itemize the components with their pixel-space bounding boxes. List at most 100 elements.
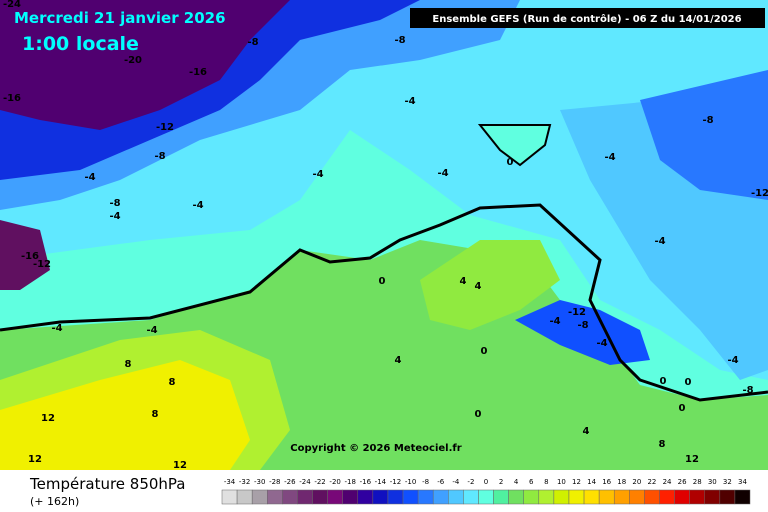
contour-label: 12 [173, 460, 187, 471]
legend-label: -8 [422, 478, 429, 486]
contour-label: -12 [568, 307, 586, 318]
legend-swatch [387, 489, 404, 505]
contour-label: -8 [394, 35, 405, 46]
zone-alps [515, 300, 650, 365]
legend-label: -22 [314, 478, 325, 486]
legend-swatch [734, 489, 751, 505]
contour-label: 12 [685, 454, 699, 465]
contour-label: -16 [189, 67, 207, 78]
contour-label: -8 [577, 320, 588, 331]
contour-label: -8 [742, 385, 753, 396]
legend-label: -34 [224, 478, 236, 486]
contour-label: -4 [596, 338, 607, 349]
legend-label: 26 [678, 478, 687, 486]
legend-swatch [689, 489, 705, 505]
copyright: Copyright © 2026 Meteociel.fr [290, 443, 461, 454]
legend-label: 32 [723, 478, 732, 486]
legend-swatch [251, 489, 268, 505]
legend-swatch [236, 489, 253, 505]
legend-swatch [598, 489, 615, 505]
legend-label: 10 [557, 478, 566, 486]
contour-label: 0 [481, 346, 488, 357]
contour-label: -4 [727, 355, 738, 366]
zero-isotherm [0, 203, 768, 402]
legend-swatch [432, 489, 449, 505]
run-box [410, 8, 765, 28]
legend-swatch [448, 489, 464, 505]
contour-label: -4 [109, 211, 120, 222]
contour-label: 0 [507, 157, 514, 168]
contour-label: -4 [146, 325, 157, 336]
contour-label: 0 [475, 409, 482, 420]
legend-swatch [568, 489, 585, 505]
zone-east-cold [640, 70, 768, 200]
date: Mercredi 21 janvier 2026 [14, 9, 226, 27]
legend-label: 14 [587, 478, 596, 486]
legend-swatch [282, 489, 298, 505]
contour-label: -16 [3, 93, 21, 104]
legend-swatch [493, 489, 509, 505]
legend-swatch [342, 489, 359, 505]
legend-swatch [583, 489, 600, 505]
legend-swatch [297, 489, 313, 505]
legend-label: 2 [499, 478, 503, 486]
legend-label: 12 [572, 478, 581, 486]
legend-swatch [644, 489, 660, 505]
contour-label: 8 [152, 409, 159, 420]
legend-label: 28 [693, 478, 702, 486]
zone-warmer [0, 360, 250, 470]
contour-label: 0 [685, 377, 692, 388]
legend-label: -10 [405, 478, 416, 486]
zone-purple-sw [0, 220, 50, 290]
contour-label: -4 [404, 96, 415, 107]
legend-swatch [463, 489, 479, 505]
contour-label: -8 [247, 37, 258, 48]
legend-label: 22 [647, 478, 656, 486]
zone-france [420, 240, 560, 330]
contour-label: 8 [169, 377, 176, 388]
footer-title: Température 850hPa [29, 475, 186, 493]
legend-label: 20 [632, 478, 641, 486]
legend-label: -14 [375, 478, 387, 486]
legend-label: -4 [452, 478, 460, 486]
legend-label: 18 [617, 478, 626, 486]
legend-swatch [719, 489, 736, 505]
contour-label: 4 [395, 355, 402, 366]
legend-swatch [417, 489, 434, 505]
contour-label: 0 [379, 276, 386, 287]
contour-label: 8 [125, 359, 132, 370]
legend-label: 34 [738, 478, 747, 486]
contour-label: 4 [475, 281, 482, 292]
legend-swatch [523, 489, 540, 505]
legend-swatch [629, 489, 645, 505]
footer-lead: (+ 162h) [30, 495, 79, 508]
legend-label: -20 [329, 478, 340, 486]
legend-swatch [357, 489, 374, 505]
legend-label: -30 [254, 478, 265, 486]
contour-label: 0 [660, 376, 667, 387]
legend-label: -32 [239, 478, 250, 486]
legend-label: 30 [708, 478, 717, 486]
legend-label: -6 [437, 478, 445, 486]
legend-label: 24 [663, 478, 672, 486]
contour-label: -4 [192, 200, 203, 211]
legend-label: -2 [467, 478, 474, 486]
legend-swatch [312, 489, 328, 505]
legend-swatch [553, 489, 570, 505]
legend-label: 0 [484, 478, 488, 486]
zone-norway [477, 124, 552, 167]
legend-swatch [267, 489, 283, 505]
legend-swatch [372, 489, 389, 505]
contour-label: -24 [3, 0, 21, 10]
contour-label: -4 [437, 168, 448, 179]
legend-label: -18 [345, 478, 356, 486]
legend-swatch [659, 489, 675, 505]
legend-label: 8 [544, 478, 548, 486]
contour-label: 4 [460, 276, 467, 287]
contour-label: -20 [124, 55, 142, 66]
contour-label: -12 [33, 259, 51, 270]
contour-label: -8 [109, 198, 120, 209]
contour-label: -4 [51, 323, 62, 334]
contour-label: 12 [28, 454, 42, 465]
